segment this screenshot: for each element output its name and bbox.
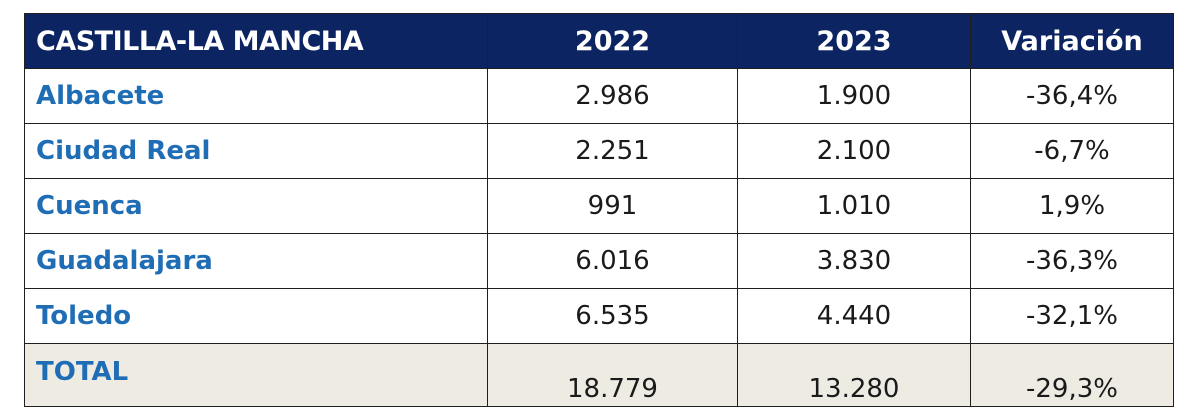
row-variacion: -6,7% [970, 123, 1174, 179]
total-2023: 13.280 [737, 343, 971, 407]
table-row: Cuenca 991 1.010 1,9% [24, 178, 1174, 234]
row-2023: 3.830 [737, 233, 971, 289]
row-2023: 2.100 [737, 123, 971, 179]
table-row: Albacete 2.986 1.900 -36,4% [24, 68, 1174, 124]
row-name: Ciudad Real [24, 123, 488, 179]
total-variacion: -29,3% [970, 343, 1174, 407]
row-2023: 1.900 [737, 68, 971, 124]
table-container: CASTILLA-LA MANCHA 2022 2023 Variación A… [24, 13, 1174, 407]
row-name: Guadalajara [24, 233, 488, 289]
row-variacion: -32,1% [970, 288, 1174, 344]
row-variacion: -36,4% [970, 68, 1174, 124]
row-2022: 6.535 [487, 288, 738, 344]
row-name: Cuenca [24, 178, 488, 234]
header-2022: 2022 [487, 13, 738, 69]
row-name: Albacete [24, 68, 488, 124]
header-region: CASTILLA-LA MANCHA [24, 13, 488, 69]
total-2022: 18.779 [487, 343, 738, 407]
row-2023: 1.010 [737, 178, 971, 234]
row-name: Toledo [24, 288, 488, 344]
row-2022: 2.251 [487, 123, 738, 179]
table-row: Toledo 6.535 4.440 -32,1% [24, 288, 1174, 344]
row-2022: 991 [487, 178, 738, 234]
row-2023: 4.440 [737, 288, 971, 344]
table-row: Guadalajara 6.016 3.830 -36,3% [24, 233, 1174, 289]
castilla-la-mancha-table: CASTILLA-LA MANCHA 2022 2023 Variación A… [24, 13, 1174, 407]
row-2022: 2.986 [487, 68, 738, 124]
total-row: TOTAL 18.779 13.280 -29,3% [24, 343, 1174, 407]
header-row: CASTILLA-LA MANCHA 2022 2023 Variación [24, 13, 1174, 69]
row-variacion: 1,9% [970, 178, 1174, 234]
table-row: Ciudad Real 2.251 2.100 -6,7% [24, 123, 1174, 179]
header-variacion: Variación [970, 13, 1174, 69]
row-2022: 6.016 [487, 233, 738, 289]
header-2023: 2023 [737, 13, 971, 69]
row-variacion: -36,3% [970, 233, 1174, 289]
total-name: TOTAL [24, 343, 488, 407]
